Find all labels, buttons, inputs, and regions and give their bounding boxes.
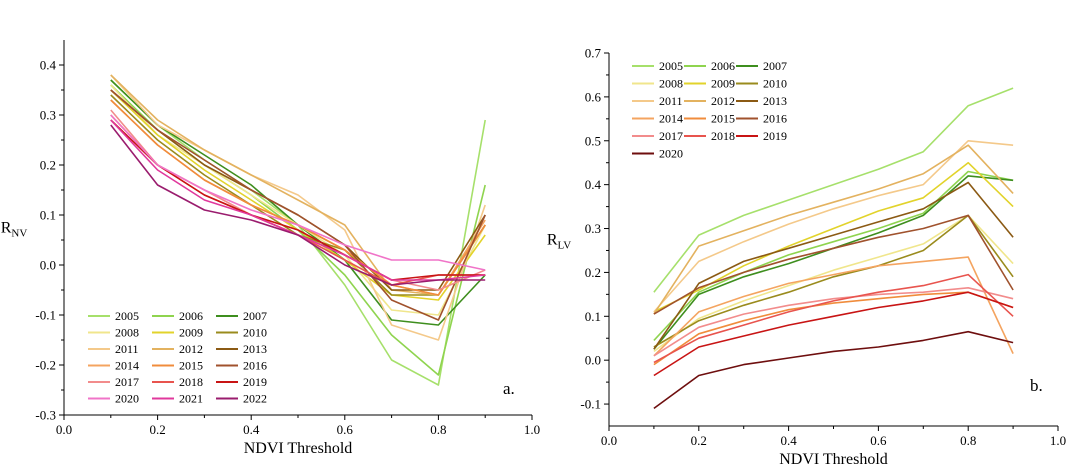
- panel-b-legend-label-2016: 2016: [763, 112, 787, 126]
- panel-a-series-line-2016: [110, 89, 486, 321]
- panel-a-x-tick-label: 0.8: [430, 422, 446, 437]
- panel-b-series-line-2011: [653, 140, 1014, 313]
- panel-a-x-tick-label: 1.0: [524, 422, 540, 437]
- panel-a-legend-label-2015: 2015: [179, 359, 203, 373]
- panel-a-series-line-2012: [110, 74, 486, 296]
- panel-b-x-tick-label: 0.8: [960, 433, 976, 448]
- panel-b-x-axis-label: NDVI Threshold: [779, 451, 888, 468]
- panel-a-chart: 0.0 0.2 0.4 0.6 0.8 1.0 -0.3 -0.2 -0.1 0.0 0.1 0.2 0…: [1, 40, 540, 457]
- panel-b-legend-label-2012: 2012: [711, 94, 735, 108]
- panel-b-legend-label-2014: 2014: [659, 112, 683, 126]
- panel-a-x-tick-label: 0.0: [56, 422, 72, 437]
- panel-a-legend-label-2021: 2021: [179, 392, 203, 406]
- panel-b-y-axis-label: RLV: [547, 232, 571, 252]
- panel-b-y-axis-label-subscript: LV: [558, 240, 572, 252]
- panel-a-series-line-2019: [110, 119, 486, 281]
- panel-a-y-axis-label-main: R: [1, 220, 12, 237]
- panel-a-y-tick-label: 0.4: [40, 58, 57, 73]
- panel-a-legend-label-2012: 2012: [179, 342, 203, 356]
- panel-a-x-tick-label: 0.2: [149, 422, 165, 437]
- panel-a-legend-label-2009: 2009: [179, 326, 203, 340]
- panel-a-y-tick-label: -0.1: [35, 308, 56, 323]
- panel-b-series-line-2006: [653, 170, 1014, 341]
- panel-a-x-tick-label: 0.6: [337, 422, 354, 437]
- panel-b-panel-label: b.: [1030, 376, 1043, 395]
- panel-b-series-line-2015: [653, 291, 1014, 366]
- panel-a-legend-label-2019: 2019: [243, 375, 267, 389]
- panel-a-legend-label-2010: 2010: [243, 326, 267, 340]
- panel-a-legend-label-2011: 2011: [115, 342, 139, 356]
- panel-b-legend-label-2006: 2006: [711, 59, 735, 73]
- panel-b-series-line-2005: [653, 87, 1014, 293]
- panel-b-x-tick-label: 1.0: [1050, 433, 1066, 448]
- panel-b-y-tick-label: 0.1: [585, 309, 601, 324]
- panel-a-legend-label-2017: 2017: [115, 375, 139, 389]
- panel-a-y-axis-label-subscript: NV: [11, 228, 27, 240]
- panel-a-y-tick-label: -0.2: [35, 358, 56, 373]
- panel-b-y-tick-label: 0.3: [585, 221, 601, 236]
- panel-a-legend-label-2007: 2007: [243, 309, 267, 323]
- panel-b-y-tick-label: 0.6: [585, 89, 602, 104]
- panel-a-y-tick-label: -0.3: [35, 408, 56, 423]
- panel-b-legend-label-2019: 2019: [763, 129, 787, 143]
- panel-a-legend-label-2014: 2014: [115, 359, 139, 373]
- panel-b-legend-label-2011: 2011: [659, 94, 683, 108]
- panel-a-legend-label-2005: 2005: [115, 309, 139, 323]
- panel-b-y-tick-label: 0.5: [585, 133, 601, 148]
- panel-a-legend-label-2020: 2020: [115, 392, 139, 406]
- panel-a-y-tick-label: 0.0: [40, 258, 56, 273]
- panel-b-y-tick-label: 0.7: [585, 46, 602, 61]
- panel-a-series-line-2022: [110, 124, 486, 286]
- panel-b-series-line-2017: [653, 286, 1014, 357]
- panel-b-legend-label-2017: 2017: [659, 129, 683, 143]
- panel-a-legend-label-2022: 2022: [243, 392, 267, 406]
- panel-b-legend-label-2010: 2010: [763, 77, 787, 91]
- panel-b-x-tick-label: 0.6: [870, 433, 887, 448]
- panel-b-x-tick-label: 0.4: [780, 433, 797, 448]
- panel-a-series-line-2011: [110, 74, 486, 341]
- panel-a-legend-label-2013: 2013: [243, 342, 267, 356]
- panel-a-legend-label-2006: 2006: [179, 309, 203, 323]
- panel-b-y-tick-label: 0.0: [585, 353, 601, 368]
- panel-b-series-line-2008: [653, 214, 1014, 353]
- panel-a-y-tick-label: 0.1: [40, 208, 56, 223]
- panel-a-y-tick-label: 0.2: [40, 158, 56, 173]
- panel-a-y-tick-label: 0.3: [40, 108, 56, 123]
- panel-b-series-line-2020: [653, 330, 1014, 410]
- panel-a-x-tick-label: 0.4: [243, 422, 260, 437]
- panel-a-y-axis-label: RNV: [1, 220, 28, 240]
- panel-b-y-tick-label: -0.1: [580, 397, 601, 412]
- panel-b-x-tick-label: 0.2: [691, 433, 707, 448]
- panel-a-panel-label: a.: [503, 379, 515, 398]
- panel-b-legend-label-2008: 2008: [659, 77, 683, 91]
- panel-b-legend-label-2005: 2005: [659, 59, 683, 73]
- panel-b-legend-label-2020: 2020: [659, 147, 683, 161]
- panel-b-legend-label-2018: 2018: [711, 129, 735, 143]
- panel-b-series-line-2010: [653, 214, 1014, 348]
- panel-b-series-line-2014: [653, 256, 1014, 357]
- panel-a-series-line-2020: [110, 114, 486, 271]
- panel-b-series-line-2018: [653, 273, 1014, 364]
- panel-b-legend-label-2007: 2007: [763, 59, 787, 73]
- panel-b-series-line-2013: [653, 181, 1014, 350]
- panel-b-chart: 0.0 0.2 0.4 0.6 0.8 1.0 -0.1 0.0 0.1 0.2 0.3 0.4 0.5…: [547, 46, 1066, 469]
- panel-a-legend-label-2008: 2008: [115, 326, 139, 340]
- panel-b-series-line-2012: [653, 144, 1014, 315]
- panel-b-legend-label-2013: 2013: [763, 94, 787, 108]
- panel-a-legend-label-2018: 2018: [179, 375, 203, 389]
- panel-b-y-axis-label-main: R: [547, 232, 558, 249]
- panel-b-y-tick-label: 0.4: [585, 177, 602, 192]
- panel-b-series-line-2019: [653, 291, 1014, 377]
- panel-b-x-tick-label: 0.0: [601, 433, 617, 448]
- panel-b-legend-label-2015: 2015: [711, 112, 735, 126]
- panel-a-legend-label-2016: 2016: [243, 359, 267, 373]
- panel-b-series-line-2016: [653, 214, 1014, 315]
- panel-b-legend-label-2009: 2009: [711, 77, 735, 91]
- panel-b-y-tick-label: 0.2: [585, 265, 601, 280]
- panel-a-x-axis-label: NDVI Threshold: [244, 440, 353, 457]
